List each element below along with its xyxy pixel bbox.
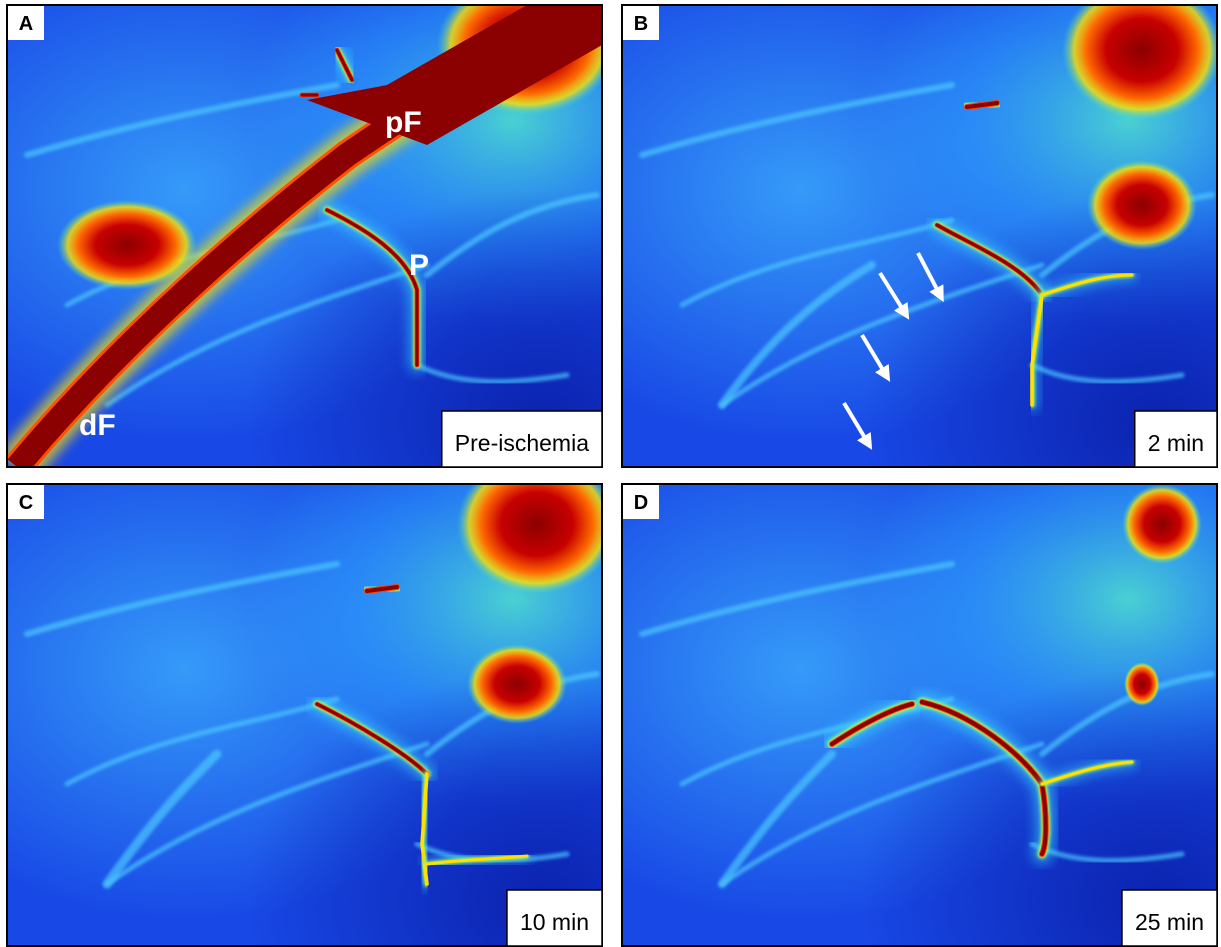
hot-spot [457,454,617,594]
time-label: 10 min [520,909,589,935]
panel: B 2 min [622,0,1221,467]
annotation: pF [385,106,422,139]
hot-spot [467,644,567,724]
panel-letter: C [19,492,33,514]
hot-spot [1124,662,1160,706]
panel: C 10 min [7,454,617,946]
figure: pF PdF A Pre-ischemia B 2 min C 10 min D 25 min [0,0,1221,947]
panel-image [622,484,1217,946]
panel-letter: A [19,13,33,35]
panel-letter: B [634,13,648,35]
panel: D 25 min [622,484,1217,946]
annotation: dF [79,409,116,442]
time-label: 25 min [1135,909,1204,935]
hot-spot [1087,160,1197,250]
annotation: P [409,249,429,282]
image-tone [622,484,1217,946]
time-label: 2 min [1148,430,1204,456]
panel-letter: D [634,492,648,514]
time-label: Pre-ischemia [455,430,589,456]
panel-image [622,0,1221,467]
panel: pF PdF A Pre-ischemia [7,0,617,467]
hot-spot [1122,484,1202,564]
panel-image [7,454,617,946]
page: pFPdFAPre-ischemiaB2 minC10 minD25 min (… [0,0,1221,947]
panel-image [7,0,617,467]
